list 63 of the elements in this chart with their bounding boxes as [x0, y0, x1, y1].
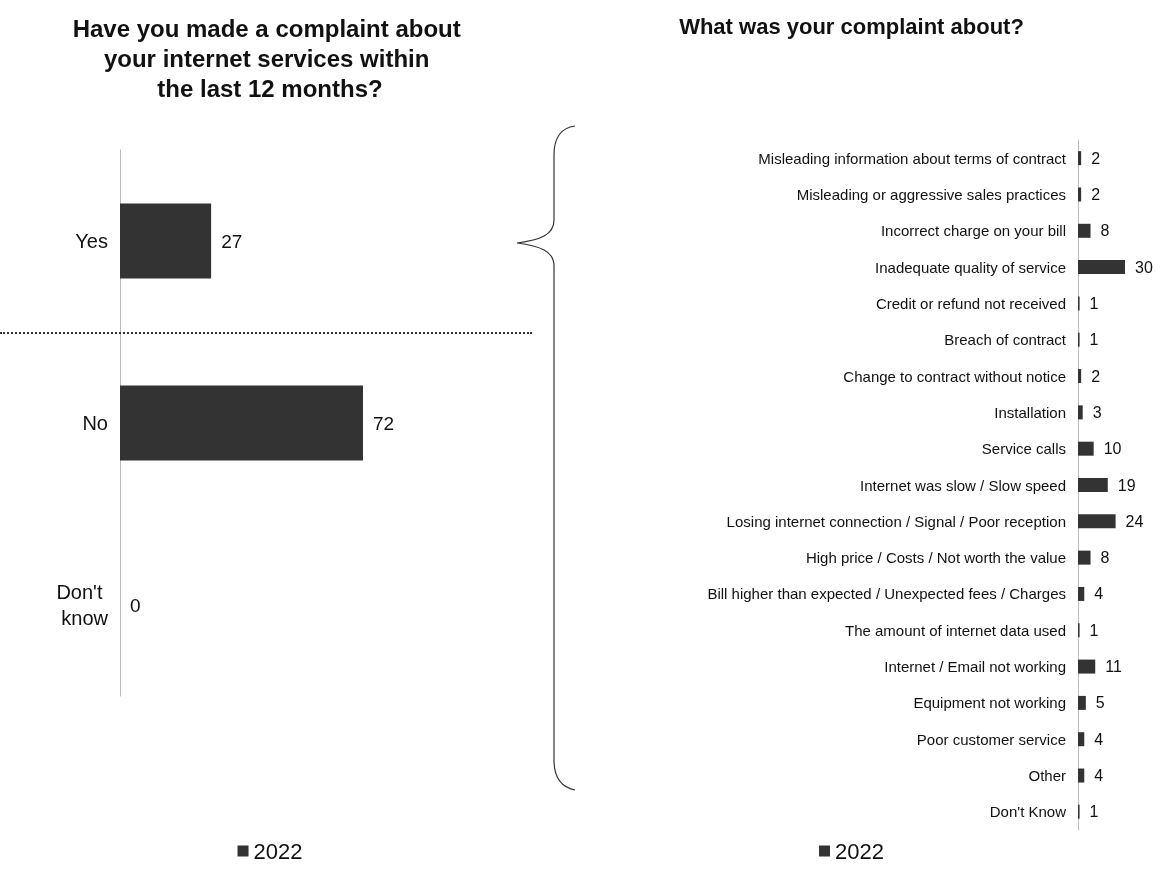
data-label: 4 [1094, 730, 1104, 748]
y-tick-label: Misleading or aggressive sales practices [796, 185, 1066, 203]
y-tick-label: Bill higher than expected / Unexpected fees / Charges [707, 585, 1066, 603]
bar [1078, 550, 1091, 565]
bar [1078, 659, 1096, 674]
data-label: 2 [1091, 367, 1101, 385]
data-label: 11 [1105, 658, 1122, 676]
data-label: 5 [1095, 694, 1105, 712]
data-label: 24 [1125, 512, 1144, 530]
y-tick-label: The amount of internet data used [845, 621, 1066, 639]
y-tick-label: Poor customer service [916, 730, 1066, 748]
bar [1078, 586, 1085, 601]
bar [1078, 514, 1116, 529]
y-tick-label: Yes [75, 230, 108, 252]
data-label: 4 [1094, 767, 1104, 785]
y-tick-label: Don't Know [989, 803, 1067, 821]
legend-label: 2022 [253, 838, 303, 864]
bar [1078, 187, 1082, 202]
y-tick-label: Change to contract without notice [843, 367, 1066, 385]
bar [1078, 260, 1125, 275]
y-tick-label: Internet / Email not working [884, 658, 1066, 676]
y-tick-label: Internet was slow / Slow speed [860, 476, 1066, 494]
y-tick-label: High price / Costs / Not worth the value [805, 549, 1066, 567]
data-label: 1 [1089, 621, 1099, 639]
data-label: 8 [1100, 222, 1110, 240]
y-tick-label: No [82, 412, 108, 434]
data-label: 1 [1089, 294, 1099, 312]
data-label: 3 [1092, 403, 1102, 421]
bar [1078, 223, 1091, 238]
data-label: 19 [1117, 476, 1136, 494]
chart-title: Have you made a complaint about your internet services within the last 12 months? [72, 14, 468, 102]
y-tick-label: Other [1028, 767, 1066, 785]
data-label: 4 [1094, 585, 1104, 603]
bar [1078, 768, 1085, 783]
bar [1078, 405, 1083, 420]
y-tick-label: Credit or refund not received [875, 294, 1066, 312]
data-label: 8 [1100, 549, 1110, 567]
bar [1078, 369, 1082, 384]
bar [1078, 695, 1086, 710]
text: What was your complaint about? [679, 14, 1024, 40]
y-tick-label: Equipment not working [913, 694, 1066, 712]
data-label: 27 [221, 230, 243, 252]
y-tick-label: Don't know [56, 581, 109, 629]
legend-label: 2022 [835, 838, 884, 864]
y-tick-label: Losing internet connection / Signal / Poor reception [726, 512, 1066, 530]
data-label: 10 [1103, 440, 1122, 458]
data-label: 2 [1091, 185, 1101, 203]
y-tick-label: Misleading information about terms of contract [758, 149, 1067, 167]
bar [1078, 478, 1108, 492]
data-label: 2 [1091, 149, 1101, 167]
data-label: 72 [373, 412, 395, 434]
bar [1078, 732, 1085, 747]
y-tick-label: Breach of contract [944, 331, 1067, 349]
data-label: 1 [1089, 331, 1099, 349]
y-tick-label: Installation [994, 403, 1066, 421]
y-tick-label: Incorrect charge on your bill [880, 222, 1066, 240]
data-label: 0 [130, 594, 141, 616]
y-tick-label: Service calls [981, 440, 1066, 458]
y-tick-label: Inadequate quality of service [875, 258, 1066, 276]
data-label: 1 [1089, 803, 1099, 821]
bar [1078, 151, 1082, 166]
bar [1078, 441, 1094, 456]
data-label: 30 [1135, 258, 1153, 276]
